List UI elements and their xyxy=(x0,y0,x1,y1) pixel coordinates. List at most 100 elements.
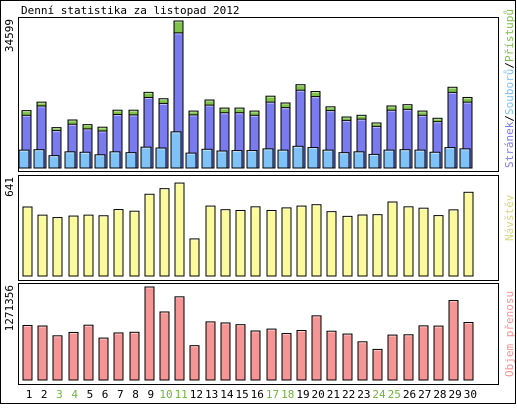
visits-bar-body xyxy=(144,193,155,277)
traffic-bar xyxy=(37,325,48,381)
files-bar xyxy=(429,151,441,169)
traffic-bar-body xyxy=(129,331,140,381)
visits-bar-body xyxy=(205,205,216,277)
visits-bar xyxy=(403,206,414,277)
files-bar xyxy=(459,148,471,169)
traffic-bar xyxy=(22,325,33,381)
chart-title: Denní statistika za listopad 2012 xyxy=(21,4,240,17)
files-bar xyxy=(414,149,426,169)
visits-bar-body xyxy=(220,209,231,277)
traffic-bar xyxy=(113,332,124,381)
files-bar xyxy=(201,148,213,169)
visits-bar xyxy=(281,207,292,277)
files-bar-body xyxy=(155,147,167,169)
visits-bar xyxy=(372,214,383,277)
visits-bar xyxy=(22,206,33,277)
visits-bar xyxy=(311,204,322,277)
files-bar-body xyxy=(64,151,76,169)
day-label: 21 xyxy=(327,388,340,401)
day-label: 6 xyxy=(102,388,109,401)
files-bar-body xyxy=(322,149,334,169)
traffic-bar xyxy=(326,330,337,381)
files-bar xyxy=(185,152,197,169)
files-bar-body xyxy=(307,147,319,169)
files-bar xyxy=(79,151,91,169)
traffic-bar xyxy=(403,334,414,381)
files-bar xyxy=(216,150,228,169)
files-bar-body xyxy=(368,153,380,169)
traffic-bar-body xyxy=(144,286,155,381)
day-label: 27 xyxy=(418,388,431,401)
visits-bar-body xyxy=(387,201,398,277)
day-label: 13 xyxy=(205,388,218,401)
traffic-bar xyxy=(52,335,63,381)
files-bar xyxy=(94,154,106,169)
legend-separator: / xyxy=(503,115,516,122)
visits-bar xyxy=(250,206,261,277)
visits-bar-body xyxy=(357,214,368,277)
traffic-bar xyxy=(83,324,94,381)
files-bar-body xyxy=(399,149,411,169)
visits-bar-body xyxy=(52,217,63,277)
day-label: 30 xyxy=(464,388,477,401)
visits-bar xyxy=(220,209,231,277)
traffic-bar-body xyxy=(357,341,368,381)
visits-bar xyxy=(418,207,429,277)
traffic-bar-body xyxy=(296,329,307,381)
files-bar xyxy=(246,150,258,169)
files-bar-body xyxy=(185,152,197,169)
day-label: 12 xyxy=(190,388,203,401)
traffic-bar-body xyxy=(433,325,444,381)
traffic-bar xyxy=(250,330,261,381)
visits-bar xyxy=(113,209,124,277)
traffic-bar-body xyxy=(342,333,353,381)
traffic-bar xyxy=(235,324,246,381)
traffic-bar-body xyxy=(98,337,109,381)
visits-bar-body xyxy=(98,215,109,277)
visits-bar-body xyxy=(159,188,170,277)
files-bar-body xyxy=(48,155,60,169)
day-label: 17 xyxy=(266,388,279,401)
files-bar xyxy=(353,151,365,169)
traffic-bar xyxy=(98,337,109,381)
visits-bar xyxy=(144,193,155,277)
legend-item-hits: Přístupů xyxy=(503,9,516,62)
files-bar-body xyxy=(201,148,213,169)
files-bar-body xyxy=(353,151,365,169)
visits-bar-body xyxy=(189,238,200,277)
legend-item-files: Souborů xyxy=(503,69,516,115)
traffic-bar-body xyxy=(220,322,231,381)
visits-bar xyxy=(159,188,170,277)
visits-bar xyxy=(174,182,185,277)
visits-bar xyxy=(342,215,353,277)
day-label: 16 xyxy=(251,388,264,401)
files-bar-body xyxy=(18,149,30,169)
traffic-bar-body xyxy=(68,331,79,381)
files-bar-body xyxy=(414,149,426,169)
traffic-bar-body xyxy=(387,334,398,381)
visits-bar-body xyxy=(113,209,124,277)
visits-bar-body xyxy=(418,207,429,277)
traffic-bar xyxy=(68,331,79,381)
x-axis-day-labels: 1 2 3 4 5 6 7 8 9 10 11 12 13 14 15 16 17 18 19 20 21 22 23 24 2… xyxy=(26,388,477,401)
visits-bar xyxy=(205,205,216,277)
visits-bar-body xyxy=(463,191,474,277)
day-label: 4 xyxy=(71,388,78,401)
files-bar xyxy=(277,149,289,169)
visits-bar-body xyxy=(326,211,337,277)
traffic-bar-body xyxy=(113,332,124,381)
visits-bar-body xyxy=(37,214,48,277)
traffic-bar xyxy=(129,331,140,381)
visits-bar-body xyxy=(235,209,246,277)
traffic-bar-body xyxy=(250,330,261,381)
visits-bar xyxy=(52,217,63,277)
files-bar-body xyxy=(125,152,137,169)
files-bar xyxy=(307,147,319,169)
day-label: 22 xyxy=(342,388,355,401)
traffic-bar-body xyxy=(266,328,277,381)
files-bar xyxy=(140,146,152,169)
day-label: 11 xyxy=(175,388,188,401)
visits-bar-body xyxy=(174,182,185,277)
